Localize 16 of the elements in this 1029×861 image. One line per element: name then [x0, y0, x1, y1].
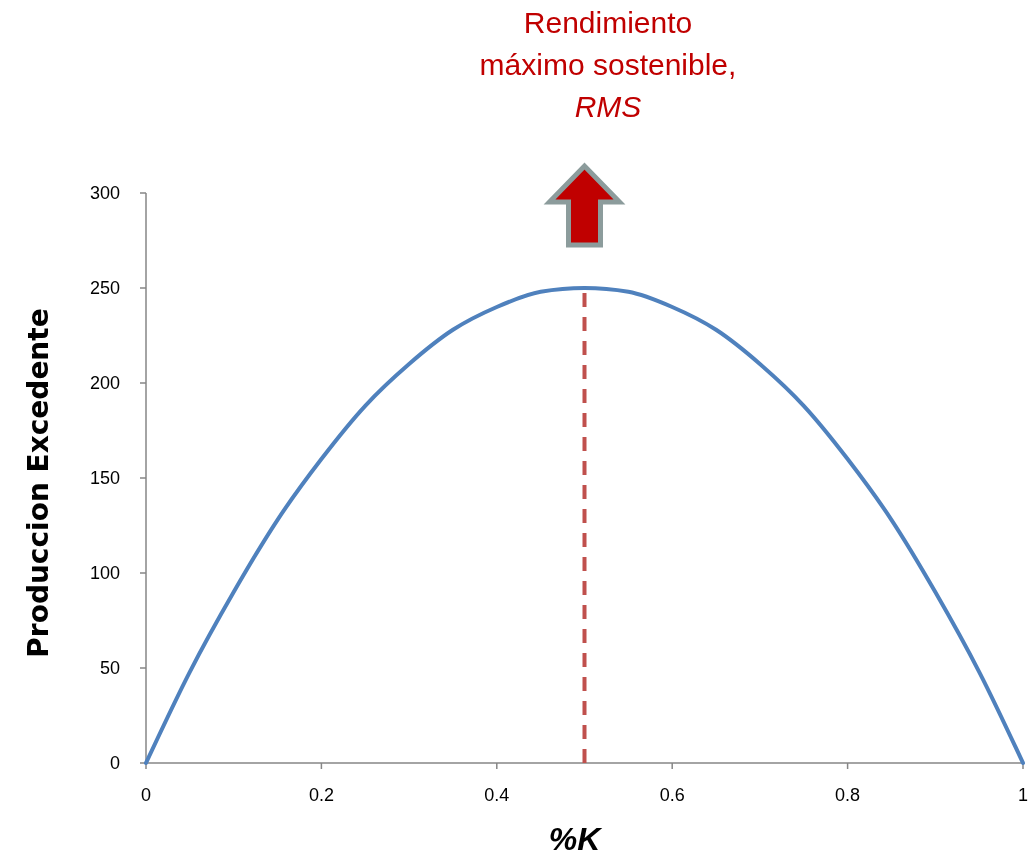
y-axis-title: Produccion Excedente — [22, 308, 55, 658]
x-tick-label: 0.6 — [659, 785, 685, 805]
x-tick-label: 1 — [1017, 785, 1029, 805]
x-tick-label: 0.8 — [835, 785, 861, 805]
x-axis-title: %K — [548, 821, 604, 857]
y-tick-label: 250 — [89, 278, 120, 299]
x-tick-label: 0.4 — [484, 785, 510, 805]
y-tick-label: 150 — [89, 468, 120, 489]
x-tick-label: 0 — [140, 785, 152, 805]
y-tick-label: 0 — [109, 753, 120, 774]
y-tick-label: 50 — [99, 658, 120, 679]
y-tick-label: 100 — [89, 563, 120, 584]
text: Rendimiento máximo sostenible, RMS — [479, 6, 737, 123]
y-tick-label: 300 — [89, 183, 120, 204]
y-tick-label: 200 — [89, 373, 120, 394]
x-tick-label: 0.2 — [308, 785, 334, 805]
